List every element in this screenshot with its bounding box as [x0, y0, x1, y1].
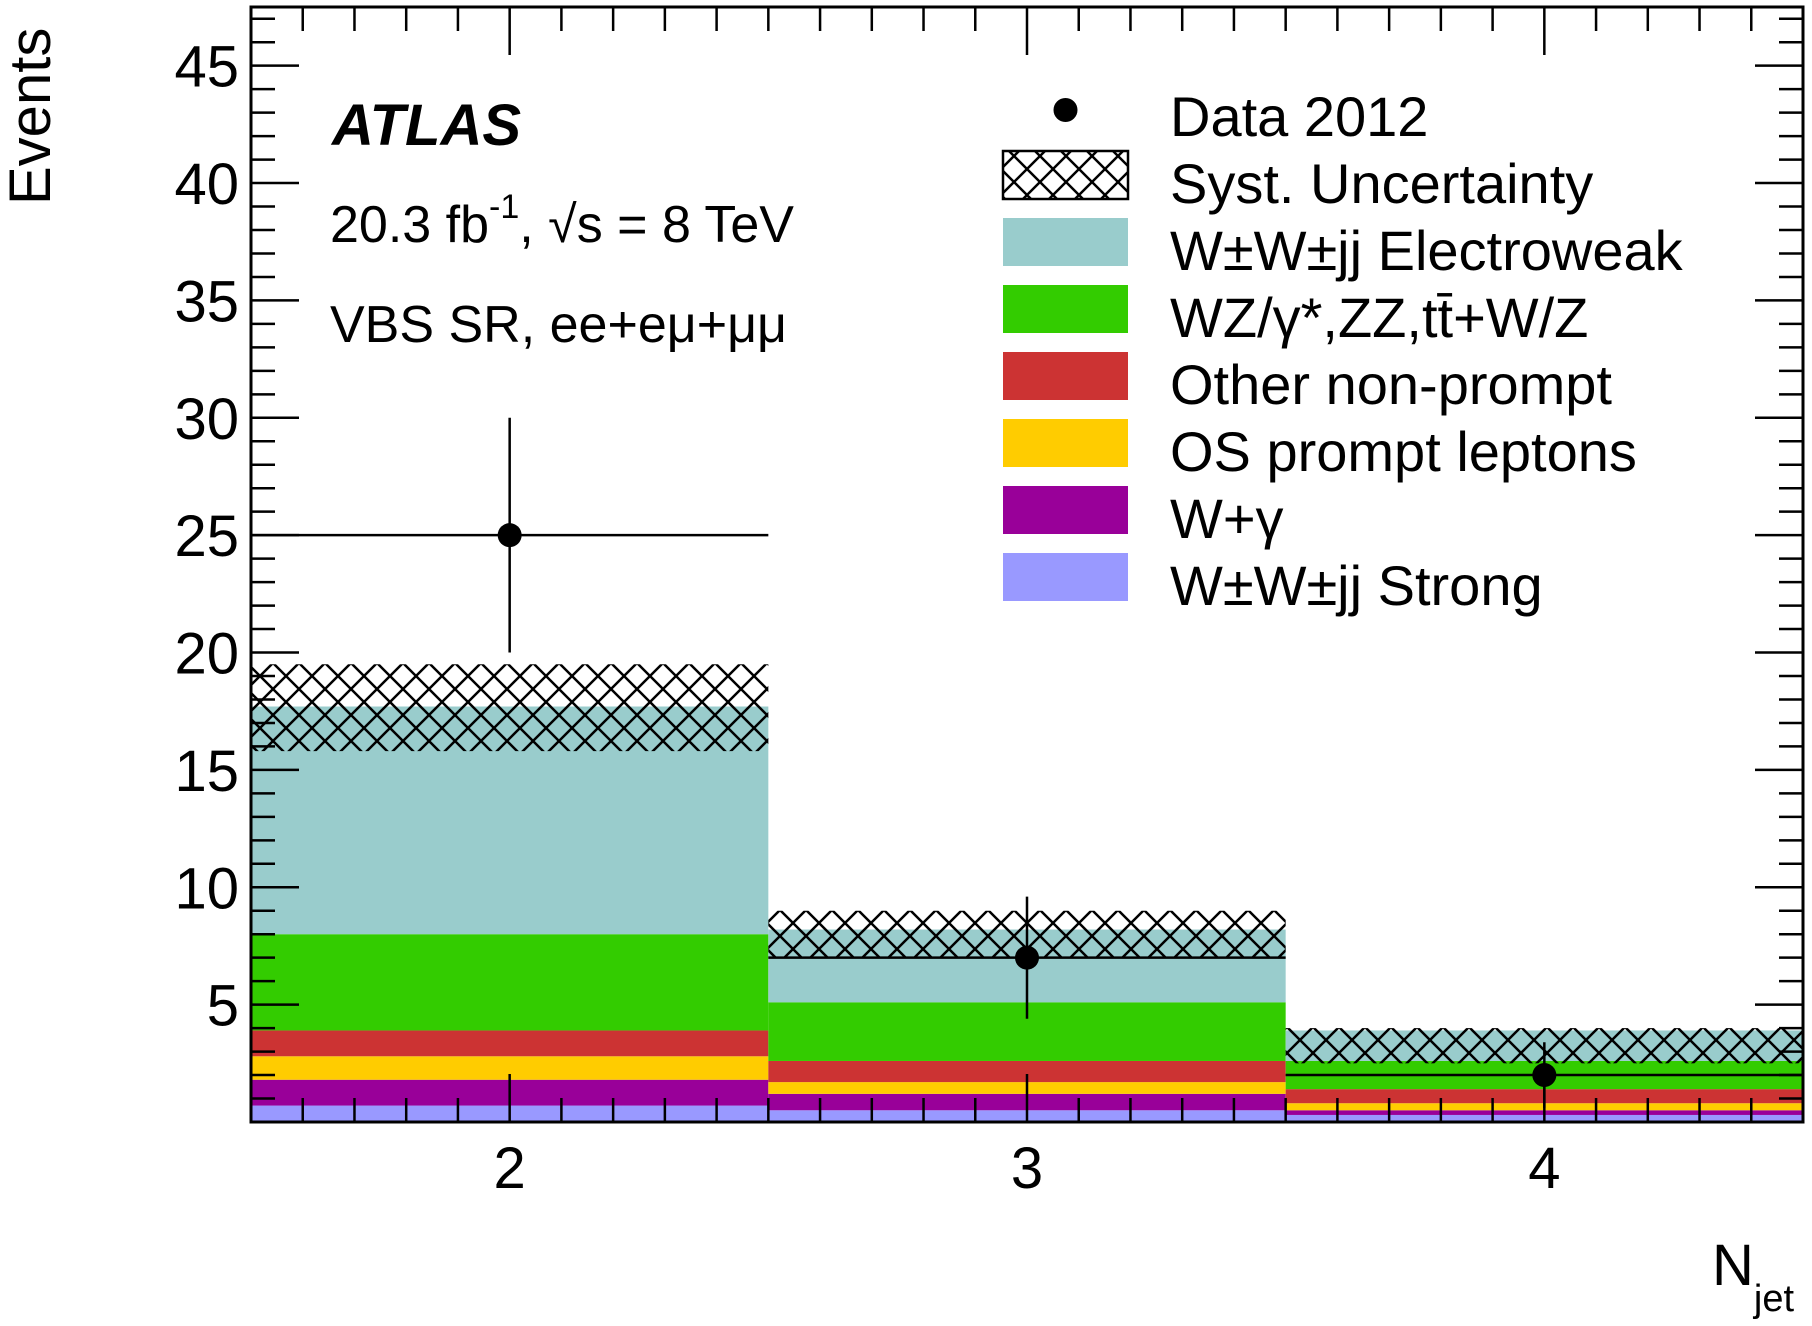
y-tick-label-5: 5: [207, 974, 239, 1039]
data-point-bin-3: [1015, 945, 1039, 970]
y-tick-label-15: 15: [174, 739, 239, 804]
lumi-value: 20.3 fb: [330, 196, 489, 254]
x-tick-label-3: 3: [1011, 1136, 1043, 1201]
y-axis-title: Events: [0, 28, 63, 205]
legend-label-w-w-jj-electroweak: W±W±jj Electroweak: [1170, 219, 1684, 282]
legend-swatch-w-w-jj-electroweak: [1003, 218, 1128, 266]
x-tick-label-2: 2: [494, 1136, 526, 1201]
lumi-energy: , √s = 8 TeV: [519, 196, 794, 254]
legend-swatch-syst-uncertainty: [1001, 149, 1130, 201]
y-tick-label-35: 35: [174, 269, 239, 334]
bar-os-prompt-leptons-bin-2: [251, 1056, 769, 1080]
data-points: [251, 417, 1803, 1108]
y-tick-label-40: 40: [174, 152, 239, 217]
legend-label-other-non-prompt: Other non-prompt: [1170, 353, 1612, 416]
y-tick-label-45: 45: [174, 35, 239, 100]
data-point-bin-2: [497, 523, 522, 548]
axes: 5 10 15 20 25 30 35 40 45 2 3 4: [174, 5, 1805, 1201]
y-tick-label-25: 25: [174, 504, 239, 569]
legend-swatch-other-non-prompt: [1003, 352, 1128, 400]
x-axis-title-sub: jet: [1753, 1278, 1795, 1320]
legend-label-wz-zz-tt-w-z: WZ/γ*,ZZ,tt̄+W/Z: [1170, 286, 1588, 349]
legend-swatch-os-prompt-leptons: [1003, 419, 1128, 467]
luminosity-label: 20.3 fb-1, √s = 8 TeV: [330, 188, 794, 254]
legend-swatch-wz-zz-tt-w-z: [1003, 285, 1128, 333]
x-tick-label-4: 4: [1528, 1136, 1560, 1201]
bar-wz-zz-tt-w-z-bin-2: [251, 934, 769, 1031]
x-axis-title-main: N: [1712, 1233, 1754, 1298]
legend-label-os-prompt-leptons: OS prompt leptons: [1170, 420, 1637, 483]
legend-label-data-2012: Data 2012: [1170, 85, 1428, 148]
legend-label-w-w-jj-strong: W±W±jj Strong: [1170, 554, 1543, 617]
legend-marker-data-2012: [1053, 98, 1078, 122]
syst-band-bin-2: [251, 664, 769, 752]
legend-swatch-w-w-jj-strong: [1003, 553, 1128, 601]
bar-other-non-prompt-bin-2: [251, 1030, 769, 1057]
bar-other-non-prompt-bin-3: [768, 1060, 1286, 1083]
atlas-label: ATLAS: [330, 93, 521, 158]
y-tick-label-30: 30: [174, 387, 239, 452]
y-tick-label-20: 20: [174, 622, 239, 687]
legend-swatch-w: [1003, 486, 1128, 534]
x-axis-title: Njet: [1712, 1233, 1794, 1320]
lumi-superscript: -1: [489, 188, 519, 226]
legend-label-syst-uncertainty: Syst. Uncertainty: [1170, 152, 1593, 215]
region-label: VBS SR, ee+eμ+μμ: [330, 296, 787, 354]
legend-label-w: W+γ: [1170, 487, 1284, 550]
y-tick-label-10: 10: [174, 856, 239, 921]
